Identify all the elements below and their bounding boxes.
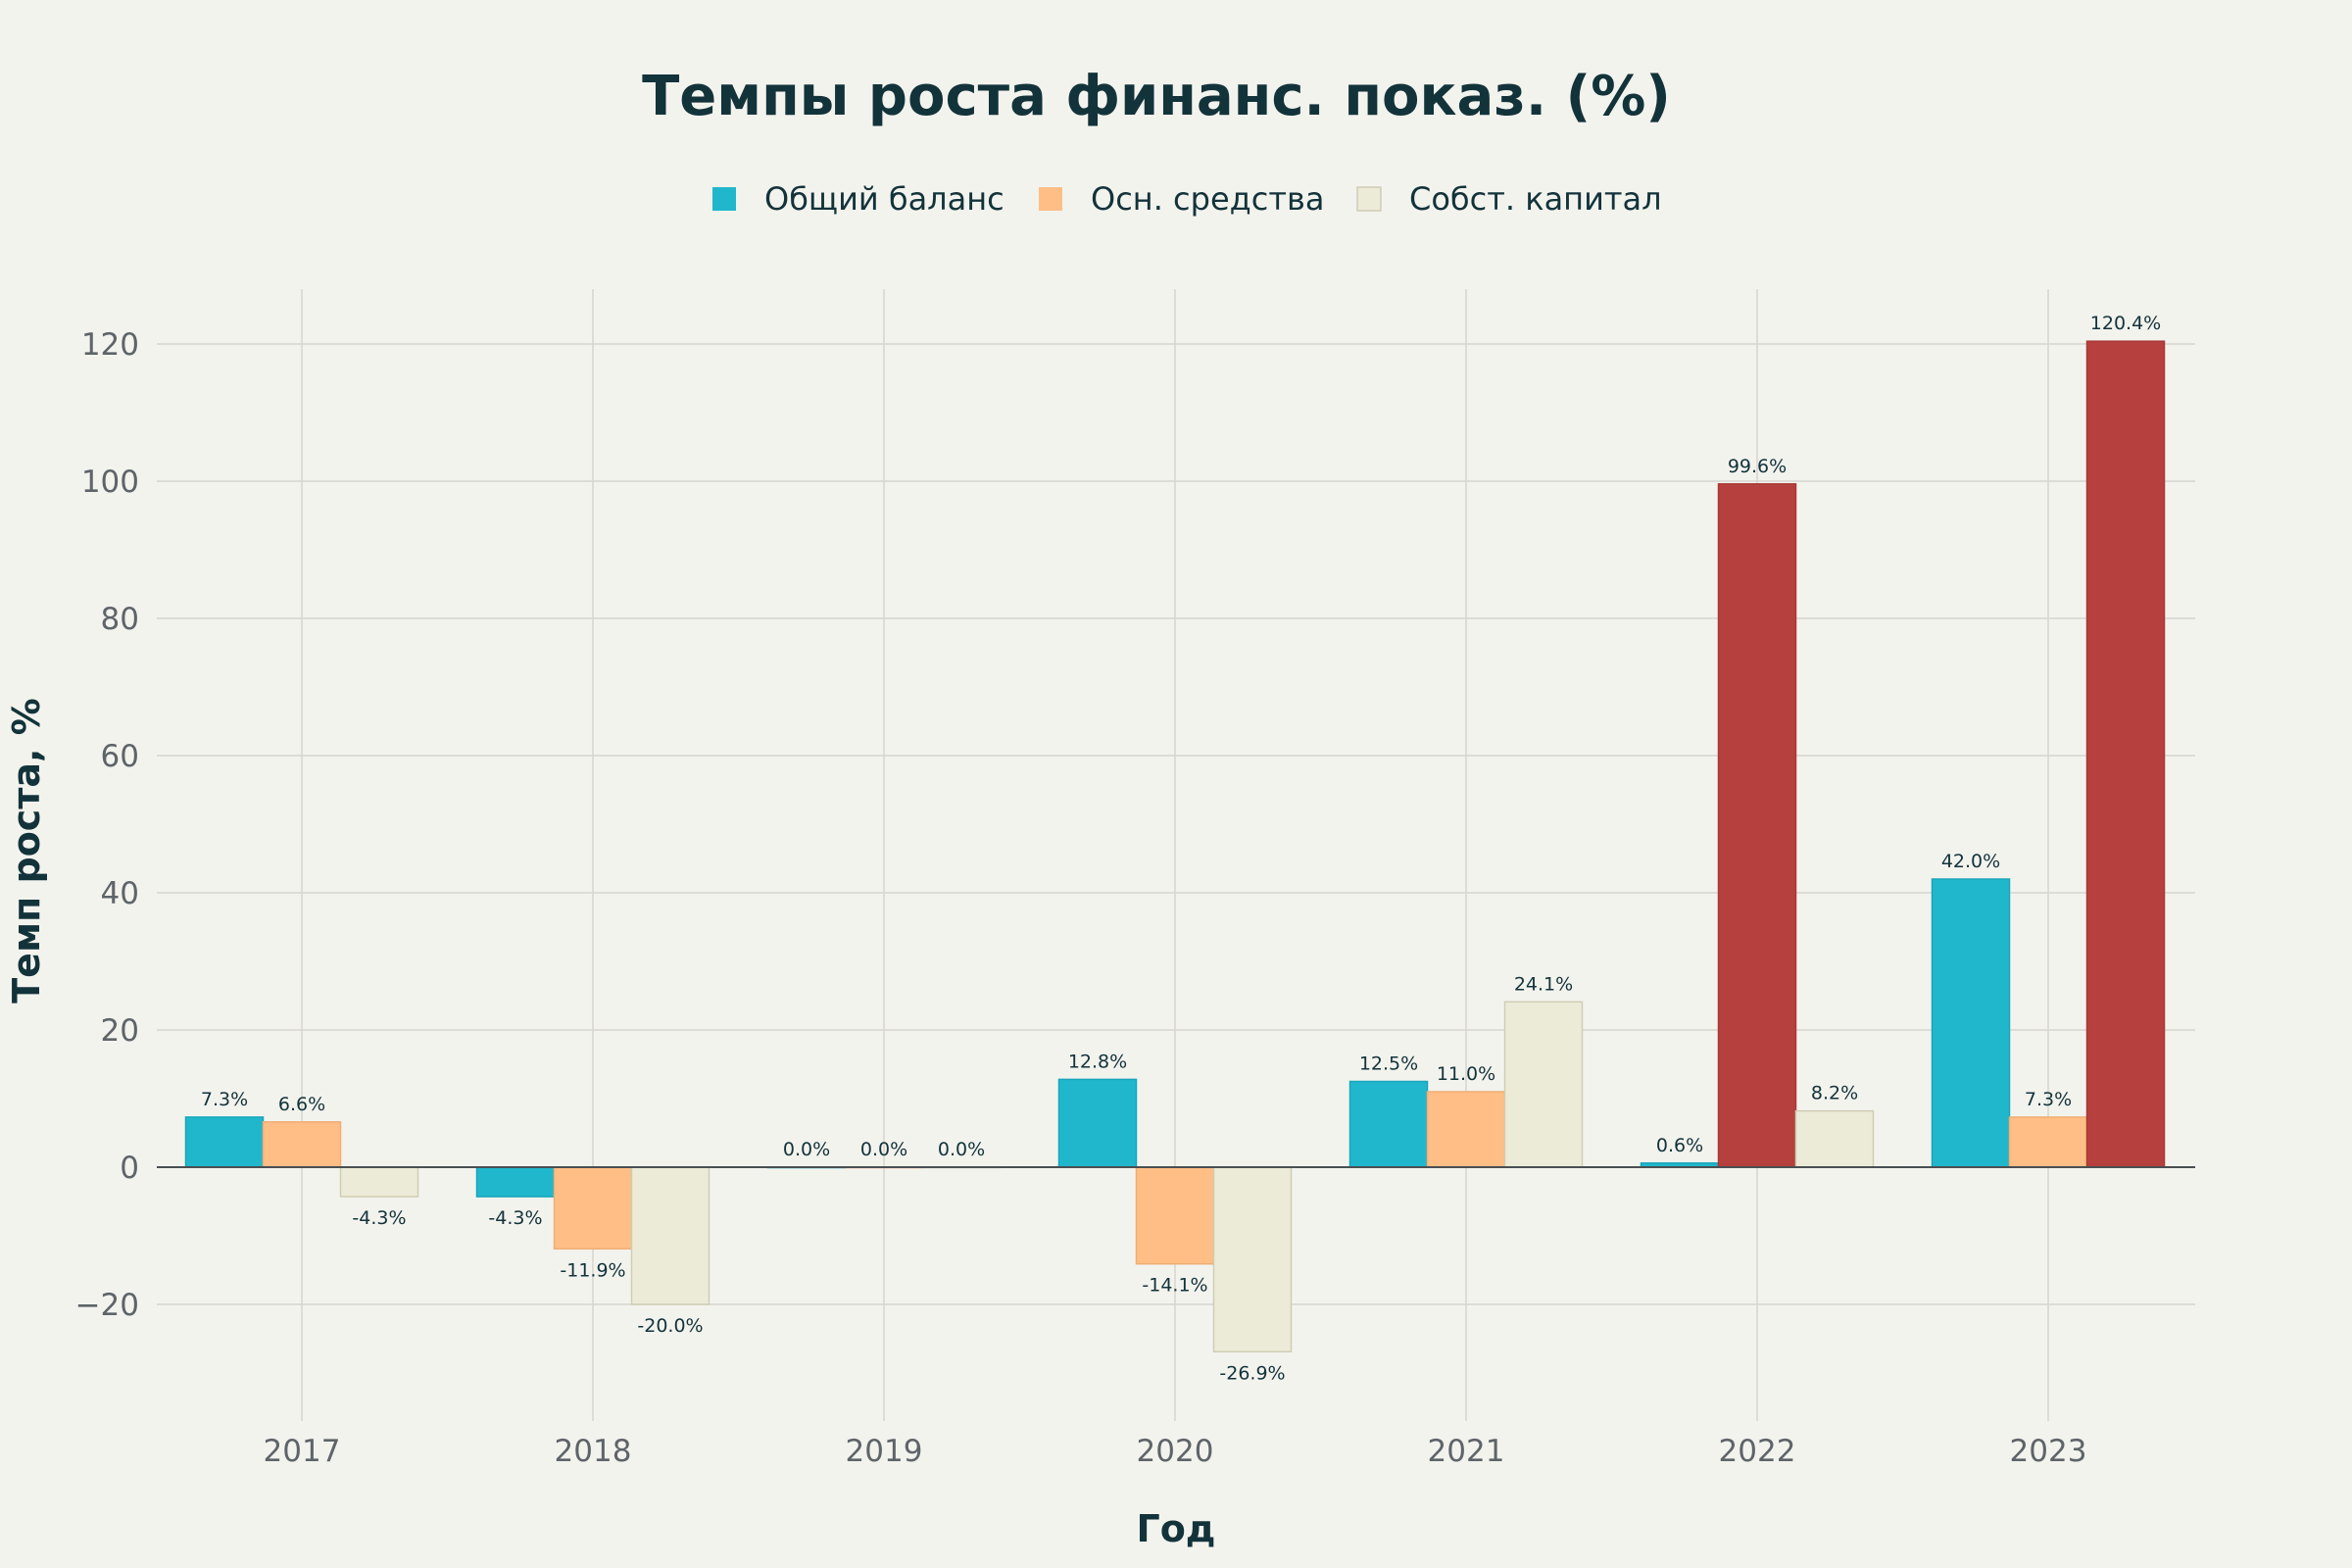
bar-label: 24.1% xyxy=(1514,973,1573,995)
bar-label: 12.8% xyxy=(1068,1051,1127,1072)
x-tick-label: 2023 xyxy=(2010,1434,2087,1469)
y-tick-label: 120 xyxy=(81,327,139,363)
bar-label: 6.6% xyxy=(278,1094,325,1115)
bar-Собст. капитал-2020 xyxy=(1212,1166,1293,1353)
bar-Собст. капитал-2023 xyxy=(2085,340,2166,1168)
legend-label: Общий баланс xyxy=(764,180,1004,218)
bar-label: -4.3% xyxy=(488,1207,542,1229)
bar-Общий баланс-2020 xyxy=(1057,1078,1138,1168)
bar-label: 8.2% xyxy=(1811,1083,1858,1104)
y-axis-ticks: −20 0 20 40 60 80 100 120 xyxy=(75,327,139,1323)
bar-Собст. капитал-2017 xyxy=(339,1166,419,1198)
bar-label: 7.3% xyxy=(2025,1089,2072,1110)
x-tick-label: 2022 xyxy=(1719,1434,1796,1469)
bar-label: 12.5% xyxy=(1359,1054,1418,1075)
bars xyxy=(157,340,2195,1353)
bar-label: 99.6% xyxy=(1728,456,1787,477)
legend: Общий баланс Осн. средства Собст. капитал xyxy=(712,180,1662,218)
bar-Собст. капитал-2018 xyxy=(630,1166,710,1305)
y-tick-label: 40 xyxy=(101,876,139,911)
legend-label: Собст. капитал xyxy=(1409,180,1662,218)
x-axis-ticks: 2017 2018 2019 2020 2021 2022 2023 xyxy=(264,1434,2087,1469)
bar-Общий баланс-2018 xyxy=(475,1166,556,1198)
bar-Осн. средства-2022 xyxy=(1717,483,1797,1168)
bar-label: 120.4% xyxy=(2090,313,2161,334)
bar-Собст. капитал-2022 xyxy=(1794,1109,1875,1168)
legend-swatch xyxy=(712,187,736,211)
bar-Общий баланс-2021 xyxy=(1348,1080,1429,1168)
y-tick-label: 20 xyxy=(101,1013,139,1049)
bar-label: -20.0% xyxy=(637,1315,703,1337)
bar-Осн. средства-2020 xyxy=(1135,1166,1215,1265)
bar-label: 0.6% xyxy=(1656,1135,1703,1156)
y-axis-title: Темп роста, % xyxy=(5,698,48,1003)
bar-label: 42.0% xyxy=(1941,851,2000,872)
y-tick-label: 60 xyxy=(101,739,139,774)
bar-label: 0.0% xyxy=(938,1139,985,1160)
bar-Осн. средства-2018 xyxy=(553,1166,633,1250)
bar-label: 0.0% xyxy=(860,1139,907,1160)
bar-label: -26.9% xyxy=(1219,1362,1285,1384)
bar-Общий баланс-2023 xyxy=(1931,878,2011,1168)
chart-title: Темпы роста финанс. показ. (%) xyxy=(642,65,1671,128)
bar-label: -4.3% xyxy=(352,1207,406,1229)
bar-label: -14.1% xyxy=(1142,1275,1207,1297)
bar-Собст. капитал-2021 xyxy=(1503,1001,1584,1168)
x-tick-label: 2019 xyxy=(846,1434,923,1469)
x-axis-title: Год xyxy=(1136,1507,1215,1550)
bar-label: 0.0% xyxy=(783,1139,830,1160)
y-tick-label: 100 xyxy=(81,465,139,500)
bar-Осн. средства-2023 xyxy=(2008,1116,2088,1168)
bar-Осн. средства-2017 xyxy=(262,1121,342,1168)
legend-swatch xyxy=(1039,187,1062,211)
x-tick-label: 2018 xyxy=(555,1434,632,1469)
x-tick-label: 2021 xyxy=(1428,1434,1505,1469)
bar-labels: 7.3% -4.3% 0.0% 12.8% 12.5% 0.6% 42.0% 6.6% -11.… xyxy=(201,313,2161,1384)
bar-label: 7.3% xyxy=(201,1089,248,1110)
bar-Общий баланс-2017 xyxy=(184,1116,265,1168)
y-tick-label: −20 xyxy=(75,1288,139,1323)
bar-label: 11.0% xyxy=(1437,1063,1495,1085)
x-tick-label: 2020 xyxy=(1137,1434,1214,1469)
bar-Осн. средства-2021 xyxy=(1426,1091,1506,1168)
x-tick-label: 2017 xyxy=(264,1434,341,1469)
y-tick-label: 0 xyxy=(120,1151,139,1186)
legend-swatch xyxy=(1356,186,1382,212)
bar-label: -11.9% xyxy=(560,1259,625,1281)
legend-label: Осн. средства xyxy=(1091,180,1324,218)
y-tick-label: 80 xyxy=(101,602,139,637)
